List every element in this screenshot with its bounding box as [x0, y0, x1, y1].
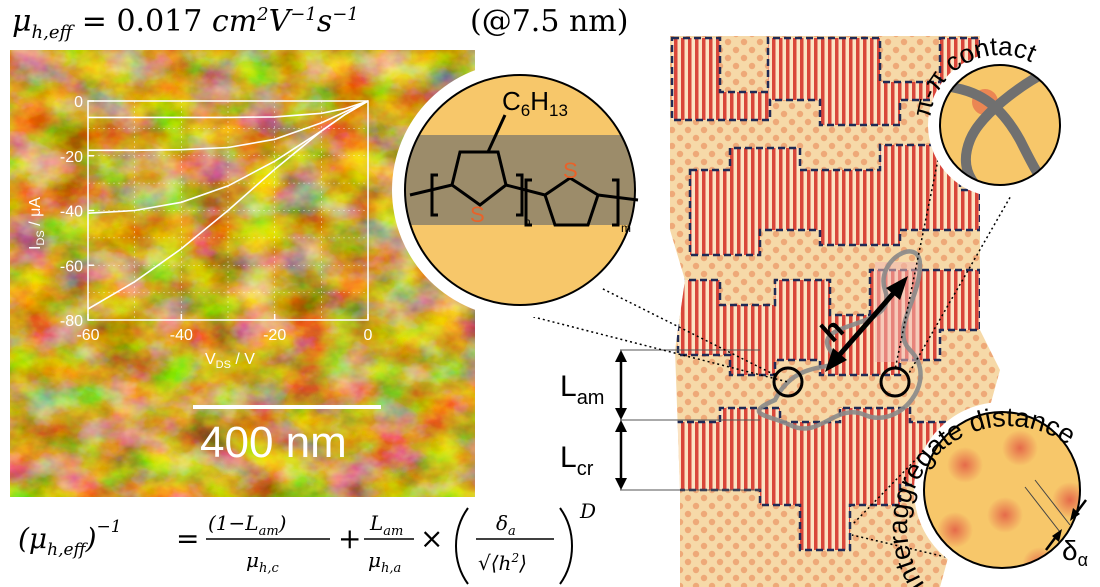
x-tick-label: -40 — [170, 327, 193, 344]
aggregate-spot-4 — [987, 497, 1023, 533]
aggregate-spot-2 — [1002, 430, 1038, 466]
unit-s-exp: −1 — [332, 4, 359, 25]
morphology-schematic: h Lam Lcr — [392, 31, 1090, 587]
y-tick-label: -80 — [60, 313, 83, 330]
backbone-band — [405, 135, 635, 225]
y-tick-labels: 0 -20 -40 -60 -80 — [60, 94, 94, 330]
lam-label: Lam — [560, 370, 604, 409]
sulfur-label-2: S — [563, 158, 578, 183]
frac1-denominator: μh,c — [246, 548, 280, 576]
unit-V-exp: −1 — [290, 4, 317, 25]
eq-exponent-D: D — [579, 500, 596, 523]
x-tick-label: -60 — [76, 327, 99, 344]
pipi-contact-zoom: π-π contact — [906, 31, 1072, 197]
interaggregate-zoom: Interaggregate distance δα — [883, 402, 1090, 587]
mobility-symbol: μ — [12, 4, 32, 39]
pipi-disc-border — [939, 64, 1061, 186]
y-tick-label: -40 — [60, 204, 83, 221]
mobility-model-equation: (μh,eff)−1 = (1−Lam) μh,c + Lam μh,a × δ… — [18, 500, 596, 585]
thiophene-structure — [409, 114, 639, 227]
header-mobility-equation: μh,eff = 0.017 cm2V−1s−1 — [12, 4, 359, 43]
frac3-numerator: δa — [496, 511, 516, 539]
unit-cm-exp: 2 — [257, 4, 269, 25]
aggregate-spot-1 — [947, 447, 983, 483]
h-arrow-head-bottom — [825, 348, 847, 372]
x-axis-label: VDS / V — [205, 351, 255, 371]
lam-arrow-head-bottom — [615, 408, 627, 420]
h-arrow-line — [833, 286, 900, 362]
inter-disc-border — [923, 411, 1081, 569]
bracket-right-1 — [516, 173, 524, 217]
repeat-index-m: m — [621, 221, 631, 235]
thiophene-ring-2 — [543, 176, 600, 227]
chart-grid — [88, 101, 368, 320]
delta-arrow-head-2 — [1052, 529, 1062, 542]
afm-image-panel: 0-20-40-60-80 -60 -40 -20 0 IDS / μA VDS / … — [10, 50, 475, 497]
scale-bar-label: 400 nm — [200, 418, 347, 467]
connector-mol-2 — [584, 279, 776, 376]
crystal-row-1 — [670, 36, 982, 127]
iv-chart: 0-20-40-60-80 -60 -40 -20 0 IDS / μA VDS / … — [27, 94, 373, 371]
x-tick-label: 0 — [364, 327, 373, 344]
eq-times: × — [420, 522, 443, 555]
molecule-disc-border — [404, 74, 636, 306]
contact-circle-right — [879, 366, 911, 398]
eq-equals: = — [176, 522, 199, 555]
iv-curve-4 — [88, 100, 369, 119]
eq-plus: + — [338, 522, 361, 555]
connector-mol-1 — [474, 301, 789, 383]
side-chain-label: C6H13 — [502, 86, 568, 120]
frac3-denominator: √⟨h2⟩ — [478, 551, 527, 575]
contact-circle-left — [772, 366, 804, 398]
eq-lhs: (μh,eff)−1 — [18, 517, 122, 560]
bracket-right-2 — [612, 178, 620, 227]
mobility-value: = 0.017 — [81, 4, 203, 39]
side-chain-bond — [486, 114, 507, 153]
sulfur-label-1: S — [470, 202, 485, 227]
x-tick-label: -20 — [263, 327, 286, 344]
lcr-arrow-head-top — [615, 420, 627, 432]
lcr-label: Lcr — [560, 441, 594, 480]
molecule-zoom: C6H13 S S n m — [392, 62, 648, 318]
y-tick-label: -20 — [60, 149, 83, 166]
thickness-markers: Lam Lcr — [560, 349, 760, 491]
unit-cm: cm — [211, 4, 258, 39]
crystal-row-2 — [688, 143, 982, 257]
thickness-note: (@7.5 nm) — [470, 4, 629, 39]
paren-right — [559, 507, 573, 585]
delta-line-1 — [1034, 479, 1071, 526]
frac1-numerator: (1−Lam) — [208, 511, 286, 539]
delta-label: δα — [1062, 535, 1088, 570]
frac2-denominator: μh,a — [368, 548, 401, 576]
h-arrow-head-top — [886, 276, 908, 300]
y-tick-label: 0 — [74, 94, 83, 111]
chart-series — [87, 100, 369, 310]
unit-V: V — [268, 4, 291, 39]
thiophene-ring-1 — [450, 150, 508, 207]
delta-line-2 — [1024, 486, 1061, 533]
lcr-arrow-head-bottom — [615, 478, 627, 490]
iv-curve-3 — [88, 100, 369, 152]
repeat-index-n: n — [524, 215, 531, 229]
polymer-chain — [756, 249, 923, 431]
x-tick-labels: -60 -40 -20 0 — [76, 314, 373, 344]
unit-s: s — [316, 4, 333, 39]
y-tick-label: -60 — [60, 258, 83, 275]
aggregate-spot-5 — [937, 512, 973, 548]
frac2-numerator: Lam — [369, 511, 403, 539]
mobility-subscript: h,eff — [31, 22, 73, 43]
bracket-left-1 — [430, 173, 438, 217]
y-axis-label: IDS / μA — [27, 197, 47, 250]
paren-left — [455, 507, 469, 585]
lam-arrow-head-top — [615, 350, 627, 362]
iv-curve-2 — [87, 100, 369, 214]
bracket-left-2 — [524, 178, 532, 227]
delta-arrow-head-1 — [1070, 508, 1080, 521]
